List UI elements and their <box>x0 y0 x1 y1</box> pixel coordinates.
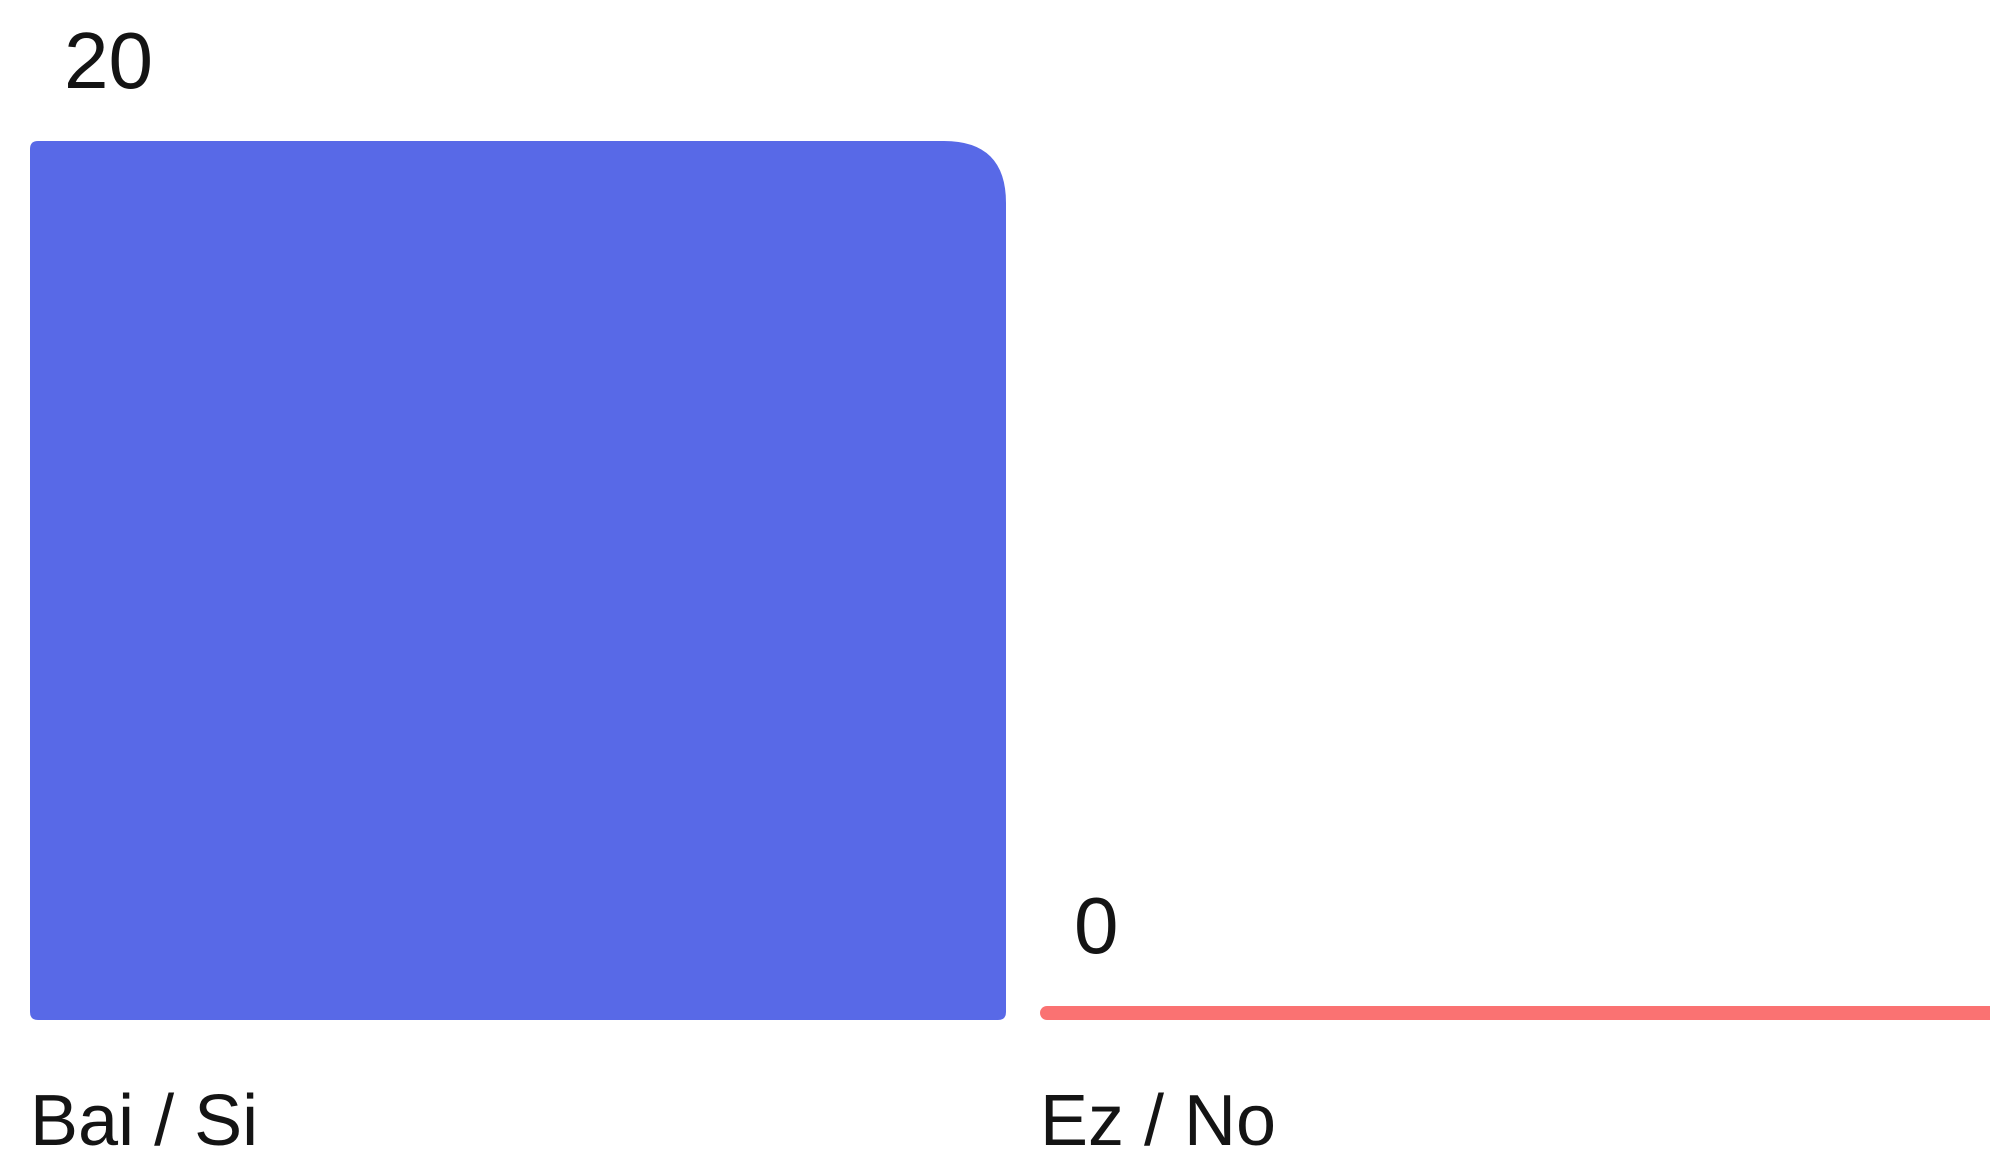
bar-bai-si <box>30 141 1006 1020</box>
bars-group <box>30 141 1990 1020</box>
category-labels-group: Bai / Si Ez / No <box>30 1081 1276 1155</box>
category-label-ez-no: Ez / No <box>1040 1081 1276 1155</box>
value-label-ez-no: 0 <box>1074 881 1119 970</box>
category-label-bai-si: Bai / Si <box>30 1081 258 1155</box>
bar-ez-no <box>1040 1006 1990 1020</box>
value-labels-group: 20 0 <box>64 16 1119 970</box>
value-label-bai-si: 20 <box>64 16 153 105</box>
